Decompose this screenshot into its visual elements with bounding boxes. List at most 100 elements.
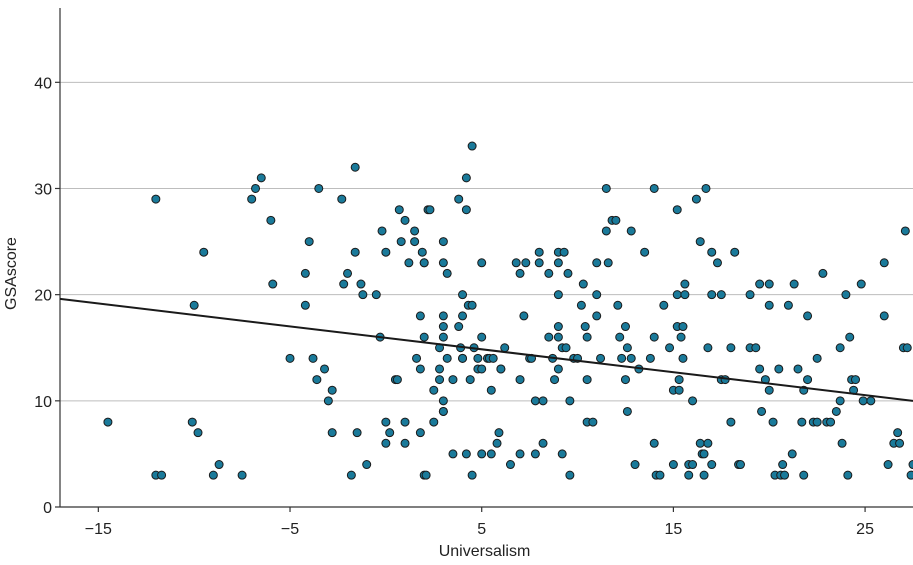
data-point-245	[803, 375, 813, 385]
data-point-212	[707, 460, 717, 470]
grid-lines	[60, 81, 913, 402]
data-point-3	[157, 470, 167, 480]
data-point-37	[371, 290, 381, 300]
data-point-219	[730, 247, 740, 257]
data-point-33	[352, 428, 362, 438]
data-point-66	[429, 385, 439, 395]
data-point-53	[410, 237, 420, 247]
data-point-4	[189, 300, 199, 310]
data-point-92	[461, 449, 471, 459]
x-tick-label--5: −5	[281, 521, 299, 538]
data-point-125	[530, 449, 540, 459]
data-point-9	[214, 460, 224, 470]
data-point-100	[473, 353, 483, 363]
data-point-218	[726, 417, 736, 427]
data-point-47	[396, 237, 406, 247]
data-point-195	[680, 279, 690, 289]
data-point-271	[895, 438, 905, 448]
x-tick-label-15: 15	[664, 521, 682, 538]
data-point-159	[596, 353, 606, 363]
data-point-171	[622, 406, 632, 416]
data-point-119	[515, 449, 525, 459]
data-point-179	[649, 332, 659, 342]
data-point-158	[592, 311, 602, 321]
data-point-209	[703, 438, 713, 448]
data-point-206	[699, 470, 709, 480]
data-point-67	[429, 417, 439, 427]
data-point-227	[757, 406, 767, 416]
data-point-144	[563, 268, 573, 278]
y-axis-label: GSAscore	[3, 237, 20, 310]
data-point-76	[438, 396, 448, 406]
data-point-45	[392, 375, 402, 385]
data-point-207	[701, 183, 711, 193]
data-point-243	[799, 470, 809, 480]
data-point-150	[578, 279, 588, 289]
data-points	[103, 141, 913, 480]
data-point-23	[320, 364, 330, 374]
data-point-5	[187, 417, 197, 427]
data-point-165	[613, 300, 623, 310]
data-point-32	[350, 247, 360, 257]
data-point-129	[538, 396, 548, 406]
data-point-56	[415, 311, 425, 321]
data-point-229	[764, 279, 774, 289]
data-point-210	[707, 247, 717, 257]
data-point-246	[803, 311, 813, 321]
data-point-54	[412, 353, 422, 363]
data-point-170	[622, 343, 632, 353]
data-point-250	[818, 268, 828, 278]
data-point-107	[486, 385, 496, 395]
data-point-240	[789, 279, 799, 289]
data-point-27	[337, 194, 347, 204]
data-point-136	[553, 290, 563, 300]
data-point-108	[486, 449, 496, 459]
data-point-96	[467, 300, 477, 310]
data-point-262	[850, 375, 860, 385]
data-point-263	[856, 279, 866, 289]
data-point-118	[515, 375, 525, 385]
data-point-10	[237, 470, 247, 480]
data-point-192	[676, 332, 686, 342]
data-point-28	[339, 279, 349, 289]
data-point-63	[421, 470, 431, 480]
data-point-172	[626, 226, 636, 236]
data-point-26	[327, 428, 337, 438]
data-point-74	[438, 322, 448, 332]
data-point-255	[835, 343, 845, 353]
fit-line	[59, 297, 913, 402]
data-point-201	[691, 194, 701, 204]
data-point-12	[251, 183, 261, 193]
data-point-199	[688, 460, 698, 470]
data-point-69	[435, 364, 445, 374]
data-point-221	[735, 460, 745, 470]
data-point-39	[377, 226, 387, 236]
data-point-22	[314, 183, 324, 193]
data-point-226	[755, 364, 765, 374]
data-point-18	[300, 268, 310, 278]
data-point-155	[588, 417, 598, 427]
data-point-109	[488, 353, 498, 363]
data-point-127	[534, 247, 544, 257]
data-point-208	[703, 343, 713, 353]
data-point-51	[404, 258, 414, 268]
data-point-139	[553, 364, 563, 374]
data-point-58	[417, 247, 427, 257]
data-point-42	[381, 438, 391, 448]
data-point-70	[435, 375, 445, 385]
data-point-114	[500, 343, 510, 353]
data-point-213	[712, 258, 722, 268]
data-point-97	[467, 470, 477, 480]
data-point-102	[477, 332, 487, 342]
data-point-257	[841, 290, 851, 300]
x-tick-label-25: 25	[856, 521, 874, 538]
data-point-25	[327, 385, 337, 395]
data-point-65	[425, 205, 435, 215]
data-point-19	[304, 237, 314, 247]
data-point-82	[448, 449, 458, 459]
data-point-80	[442, 353, 452, 363]
data-point-239	[787, 449, 797, 459]
data-point-273	[900, 226, 910, 236]
data-point-168	[620, 375, 630, 385]
